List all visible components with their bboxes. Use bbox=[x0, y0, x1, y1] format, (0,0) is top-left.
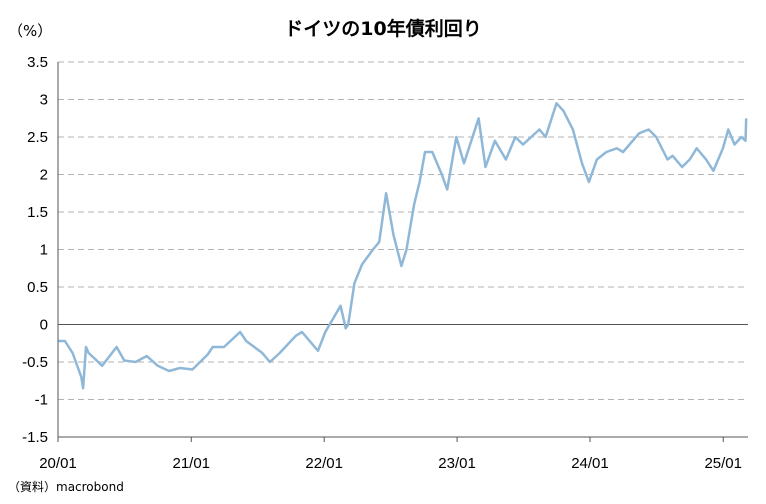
y-tick-label: -1.5 bbox=[22, 429, 48, 446]
series-line bbox=[58, 102, 748, 390]
y-tick-label: 2.5 bbox=[27, 129, 48, 146]
x-tick-label: 20/01 bbox=[39, 455, 77, 472]
y-tick-label: -1 bbox=[35, 392, 48, 409]
x-tick-label: 25/01 bbox=[704, 455, 742, 472]
y-tick-label: 0.5 bbox=[27, 279, 48, 296]
source-note: （資料）macrobond bbox=[8, 480, 124, 494]
y-tick-label: 1 bbox=[40, 242, 48, 259]
y-tick-label: 0 bbox=[40, 317, 48, 334]
y-tick-label: 3.5 bbox=[27, 54, 48, 71]
y-tick-label: -0.5 bbox=[22, 354, 48, 371]
y-tick-labels: 3.5 3 2.5 2 1.5 1 0.5 0 -0.5 -1 -1.5 bbox=[22, 54, 48, 446]
axes bbox=[57, 62, 748, 442]
chart-title: ドイツの10年債利回り bbox=[284, 18, 482, 40]
y-tick-label: 1.5 bbox=[27, 204, 48, 221]
y-tick-label: 2 bbox=[40, 167, 48, 184]
x-tick-label: 22/01 bbox=[305, 455, 343, 472]
x-tick-label: 24/01 bbox=[571, 455, 609, 472]
y-tick-label: 3 bbox=[40, 92, 48, 109]
x-tick-labels: 20/01 21/01 22/01 23/01 24/01 25/01 bbox=[39, 455, 742, 472]
x-tick-label: 21/01 bbox=[172, 455, 210, 472]
y-axis-unit-label: （%） bbox=[8, 22, 53, 40]
series-layer bbox=[58, 102, 748, 390]
grid-lines bbox=[58, 61, 748, 400]
x-tick-label: 23/01 bbox=[438, 455, 476, 472]
